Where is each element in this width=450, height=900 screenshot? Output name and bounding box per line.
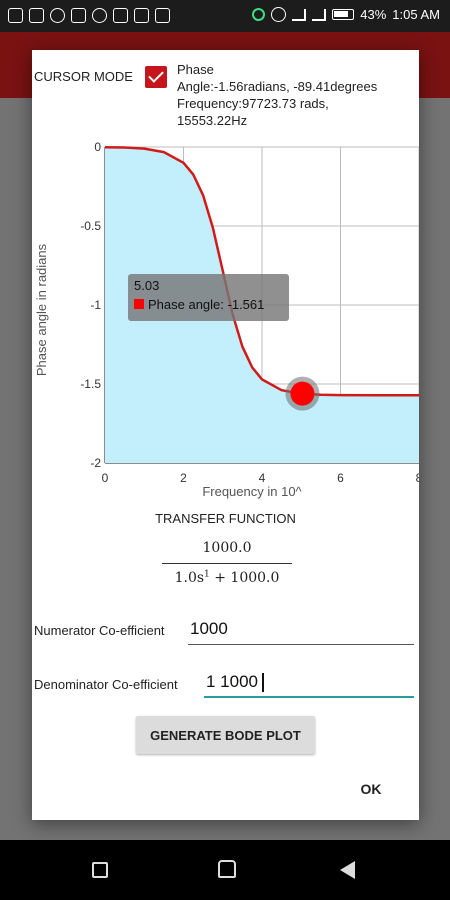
denominator-power: 1 — [204, 569, 210, 579]
activity-icon — [113, 8, 128, 23]
denominator-label: Denominator Co-efficient — [34, 677, 178, 692]
numerator-input[interactable] — [190, 618, 410, 640]
y-tick-label-4: -2 — [90, 456, 101, 470]
youtube-icon — [8, 8, 23, 23]
cloud-icon — [50, 8, 65, 23]
battery-icon — [332, 9, 355, 20]
download-icon — [71, 8, 86, 23]
text-cursor — [262, 673, 264, 692]
navigation-bar — [0, 840, 450, 900]
alarm-icon — [271, 7, 287, 22]
recents-icon[interactable] — [92, 862, 108, 878]
phase-readout-line2: Angle:-1.56radians, -89.41degrees — [177, 79, 378, 94]
tooltip-series-swatch — [134, 299, 144, 309]
y-tick-label-0: 0 — [94, 140, 101, 154]
tooltip-series-value: Phase angle: -1.561 — [148, 297, 264, 312]
numerator-label: Numerator Co-efficient — [34, 623, 165, 638]
cursor-point[interactable] — [290, 381, 315, 406]
fraction-bar — [162, 563, 292, 564]
y-tick-label-2: -1 — [90, 298, 101, 312]
gallery-icon — [29, 8, 44, 23]
denominator-lead: 1.0s — [174, 569, 205, 586]
battery-percent: 43% — [360, 7, 387, 22]
y-axis-label: Phase angle in radians — [34, 243, 49, 376]
status-bar: 43% 1:05 AM — [0, 0, 450, 32]
security-icon — [155, 8, 170, 23]
sync-icon — [92, 8, 107, 23]
x-tick-label-3: 6 — [337, 471, 344, 485]
back-icon[interactable] — [340, 861, 355, 879]
transfer-function-label: TRANSFER FUNCTION — [155, 511, 296, 526]
denominator-tail: + 1000.0 — [209, 569, 280, 586]
generate-bode-plot-button[interactable]: GENERATE BODE PLOT — [136, 716, 315, 754]
numerator-underline — [188, 644, 414, 645]
signal-icon — [292, 8, 307, 21]
clock: 1:05 AM — [392, 7, 440, 22]
phase-readout-line3: Frequency:97723.73 rads, — [177, 96, 329, 111]
chart-ticks: 0 2 4 6 8 0 -0.5 -1 -1.5 -2 — [80, 140, 419, 485]
notification-icons — [8, 8, 170, 23]
bode-plot-dialog: CURSOR MODE Phase Angle:-1.56radians, -8… — [32, 50, 419, 820]
cursor-mode-label: CURSOR MODE — [34, 69, 133, 84]
denominator-input[interactable] — [206, 671, 410, 693]
transfer-function-fraction: 1000.0 1.0s1 + 1000.0 — [162, 540, 292, 586]
phase-readout-line1: Phase — [177, 62, 214, 77]
phase-area-fill — [105, 147, 419, 463]
ok-button[interactable]: OK — [345, 774, 397, 804]
phase-plot[interactable]: 0 2 4 6 8 0 -0.5 -1 -1.5 -2 Frequency in 10^ Phas… — [32, 135, 419, 505]
tooltip-background — [128, 274, 289, 321]
phase-readout: Phase Angle:-1.56radians, -89.41degrees … — [177, 61, 415, 129]
transfer-function-denominator: 1.0s1 + 1000.0 — [174, 569, 280, 586]
transfer-function-numerator: 1000.0 — [202, 540, 252, 556]
chart-tooltip: 5.03 Phase angle: -1.561 — [128, 274, 289, 321]
x-axis-label: Frequency in 10^ — [202, 484, 302, 499]
whatsapp-icon — [252, 8, 266, 21]
lock-icon — [134, 8, 149, 23]
phase-readout-line4: 15553.22Hz — [177, 113, 248, 128]
signal-2-icon — [312, 8, 327, 21]
x-tick-label-0: 0 — [102, 471, 109, 485]
y-tick-label-3: -1.5 — [80, 377, 101, 391]
x-tick-label-2: 4 — [259, 471, 266, 485]
x-tick-label-1: 2 — [180, 471, 187, 485]
cursor-mode-checkbox[interactable] — [145, 66, 167, 88]
y-tick-label-1: -0.5 — [80, 219, 101, 233]
x-tick-label-4: 8 — [416, 471, 419, 485]
home-icon[interactable] — [218, 860, 236, 878]
denominator-underline — [204, 696, 414, 698]
tooltip-x-value: 5.03 — [134, 278, 159, 293]
